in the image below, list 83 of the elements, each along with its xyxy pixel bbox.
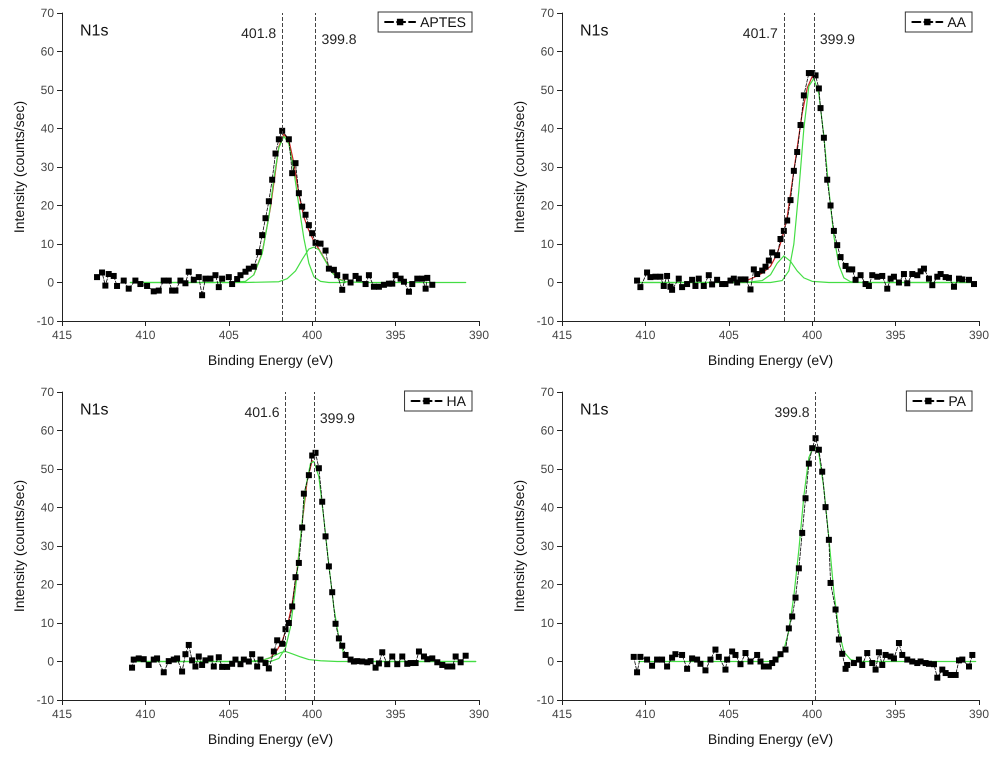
x-tick-label: 390 bbox=[968, 328, 990, 342]
y-tick-label: 60 bbox=[540, 424, 554, 438]
y-tick-label: 50 bbox=[540, 83, 554, 97]
x-tick-label: 395 bbox=[386, 328, 406, 342]
y-axis-title: Intensity (counts/sec) bbox=[10, 480, 27, 612]
y-tick-label: 70 bbox=[40, 6, 54, 20]
y-tick-label: 40 bbox=[540, 500, 554, 514]
y-axis-title: Intensity (counts/sec) bbox=[10, 100, 27, 234]
y-tick-label: 20 bbox=[40, 198, 54, 212]
text: N1s bbox=[80, 22, 108, 40]
y-tick-label: 0 bbox=[547, 654, 554, 668]
x-tick-label: 410 bbox=[635, 707, 656, 721]
ref-line-label: 399.8 bbox=[774, 404, 810, 420]
x-tick-label: 405 bbox=[718, 707, 740, 721]
y-tick-label: -10 bbox=[536, 693, 554, 707]
y-tick-label: 30 bbox=[540, 160, 554, 174]
y-axis-title: Intensity (counts/sec) bbox=[510, 100, 527, 234]
text: N1s bbox=[580, 22, 608, 40]
y-tick-label: 50 bbox=[40, 83, 54, 97]
legend-label: APTES bbox=[420, 14, 466, 30]
y-tick-label: 40 bbox=[40, 122, 54, 136]
x-tick-label: 400 bbox=[302, 707, 323, 721]
x-tick-label: 395 bbox=[886, 707, 906, 721]
y-tick-label: 30 bbox=[40, 539, 54, 553]
x-tick-label: 415 bbox=[52, 328, 72, 342]
x-tick-label: 405 bbox=[218, 328, 240, 342]
y-tick-label: 10 bbox=[540, 237, 554, 251]
y-tick-label: 60 bbox=[40, 44, 54, 58]
y-tick-label: 50 bbox=[40, 462, 54, 476]
y-tick-label: 70 bbox=[40, 385, 54, 399]
y-tick-label: 70 bbox=[540, 6, 554, 20]
x-tick-label: 400 bbox=[802, 328, 823, 342]
y-tick-label: 0 bbox=[547, 276, 554, 290]
ref-line-label: 401.6 bbox=[244, 404, 280, 420]
y-tick-label: 10 bbox=[40, 237, 54, 251]
y-tick-label: -10 bbox=[36, 693, 54, 707]
x-axis-title: Binding Energy (eV) bbox=[208, 731, 334, 747]
x-tick-label: 415 bbox=[52, 707, 72, 721]
x-tick-label: 415 bbox=[552, 707, 572, 721]
ref-line-label: 399.9 bbox=[820, 31, 856, 47]
x-tick-label: 410 bbox=[135, 707, 156, 721]
y-tick-label: 0 bbox=[47, 276, 54, 290]
legend-label: HA bbox=[446, 393, 467, 409]
text: N1s bbox=[80, 402, 108, 418]
y-tick-label: 10 bbox=[40, 616, 54, 630]
x-tick-label: 400 bbox=[802, 707, 823, 721]
x-tick-label: 390 bbox=[468, 707, 490, 721]
x-tick-label: 405 bbox=[218, 707, 240, 721]
x-axis-title: Binding Energy (eV) bbox=[708, 731, 834, 747]
x-tick-label: 390 bbox=[968, 707, 990, 721]
y-tick-label: 40 bbox=[40, 500, 54, 514]
x-axis-title: Binding Energy (eV) bbox=[208, 352, 334, 368]
x-tick-label: 410 bbox=[135, 328, 156, 342]
y-tick-label: 60 bbox=[40, 424, 54, 438]
x-tick-label: 395 bbox=[886, 328, 906, 342]
x-tick-label: 410 bbox=[635, 328, 656, 342]
x-tick-label: 415 bbox=[552, 328, 572, 342]
ref-line-label: 399.9 bbox=[320, 410, 356, 426]
ref-line-label: 401.7 bbox=[742, 25, 778, 41]
x-axis-title: Binding Energy (eV) bbox=[708, 352, 834, 368]
y-tick-label: -10 bbox=[536, 314, 554, 328]
y-tick-label: 20 bbox=[40, 578, 54, 592]
y-tick-label: 40 bbox=[540, 122, 554, 136]
text: N1s bbox=[580, 402, 608, 418]
y-tick-label: 0 bbox=[47, 654, 54, 668]
x-tick-label: 405 bbox=[718, 328, 740, 342]
y-tick-label: 60 bbox=[540, 44, 554, 58]
y-tick-label: 30 bbox=[40, 160, 54, 174]
ref-line-label: 401.8 bbox=[241, 25, 276, 41]
legend-label: PA bbox=[948, 393, 967, 409]
x-tick-label: 390 bbox=[468, 328, 490, 342]
ref-line-label: 399.8 bbox=[322, 31, 357, 47]
y-tick-label: 70 bbox=[540, 385, 554, 399]
x-tick-label: 400 bbox=[302, 328, 323, 342]
y-tick-label: 50 bbox=[540, 462, 554, 476]
y-tick-label: 30 bbox=[540, 539, 554, 553]
legend-label: AA bbox=[947, 14, 967, 30]
y-axis-title: Intensity (counts/sec) bbox=[510, 480, 527, 612]
y-tick-label: -10 bbox=[36, 314, 54, 328]
y-tick-label: 20 bbox=[540, 198, 554, 212]
y-tick-label: 20 bbox=[540, 578, 554, 592]
x-tick-label: 395 bbox=[386, 707, 406, 721]
y-tick-label: 10 bbox=[540, 616, 554, 630]
